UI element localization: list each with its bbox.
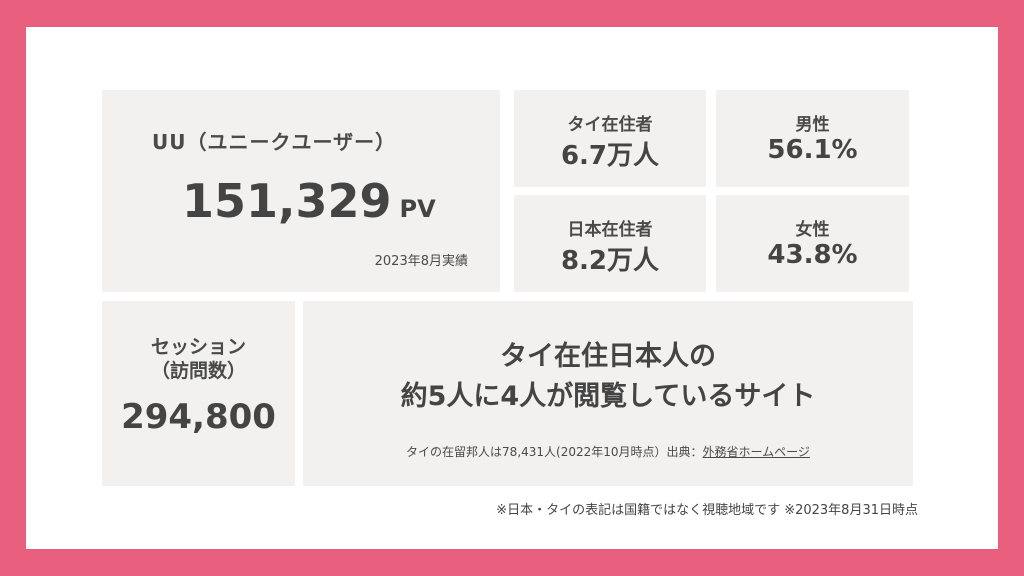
uu-value-row: 151,329 PV bbox=[182, 174, 436, 228]
session-card: セッション （訪問数） 294,800 bbox=[102, 301, 295, 486]
female-card: 女性 43.8% bbox=[716, 195, 909, 292]
source-note: タイの在留邦人は78,431人(2022年10月時点）出典：外務省ホームページ bbox=[303, 443, 913, 460]
male-card: 男性 56.1% bbox=[716, 90, 909, 187]
uu-value: 151,329 bbox=[182, 174, 392, 228]
female-value: 43.8% bbox=[767, 240, 858, 270]
thai-residents-card: タイ在住者 6.7万人 bbox=[514, 90, 706, 187]
headline-line2: 約5人に4人が閲覧しているサイト bbox=[400, 381, 816, 412]
japan-residents-value: 8.2万人 bbox=[560, 246, 660, 276]
japan-residents-label: 日本在住者 bbox=[567, 220, 653, 240]
thai-residents-value: 6.7万人 bbox=[560, 141, 660, 171]
uu-card: UU（ユニークユーザー） 151,329 PV 2023年8月実績 bbox=[102, 90, 500, 292]
session-label-line2: （訪問数） bbox=[150, 360, 246, 382]
female-label: 女性 bbox=[795, 220, 830, 240]
thai-residents-label: タイ在住者 bbox=[567, 115, 653, 135]
session-value: 294,800 bbox=[121, 397, 276, 437]
male-value: 56.1% bbox=[767, 135, 858, 165]
headline-line1: タイ在住日本人の bbox=[500, 341, 716, 372]
source-link[interactable]: 外務省ホームページ bbox=[702, 445, 810, 459]
session-label: セッション （訪問数） bbox=[102, 335, 295, 383]
japan-residents-card: 日本在住者 8.2万人 bbox=[514, 195, 706, 292]
uu-label: UU（ユニークユーザー） bbox=[152, 130, 397, 154]
headline: タイ在住日本人の 約5人に4人が閲覧しているサイト bbox=[303, 337, 913, 417]
footnote: ※日本・タイの表記は国籍ではなく視聴地域です ※2023年8月31日時点 bbox=[496, 503, 918, 518]
uu-unit: PV bbox=[399, 195, 436, 223]
infographic-canvas: UU（ユニークユーザー） 151,329 PV 2023年8月実績 タイ在住者 6… bbox=[26, 27, 998, 549]
male-label: 男性 bbox=[795, 115, 830, 135]
uu-note: 2023年8月実績 bbox=[374, 254, 468, 269]
thai-japanese-card: タイ在住日本人の 約5人に4人が閲覧しているサイト タイの在留邦人は78,431… bbox=[303, 301, 913, 486]
session-label-line1: セッション bbox=[150, 336, 246, 358]
source-text: タイの在留邦人は78,431人(2022年10月時点）出典： bbox=[406, 445, 703, 459]
